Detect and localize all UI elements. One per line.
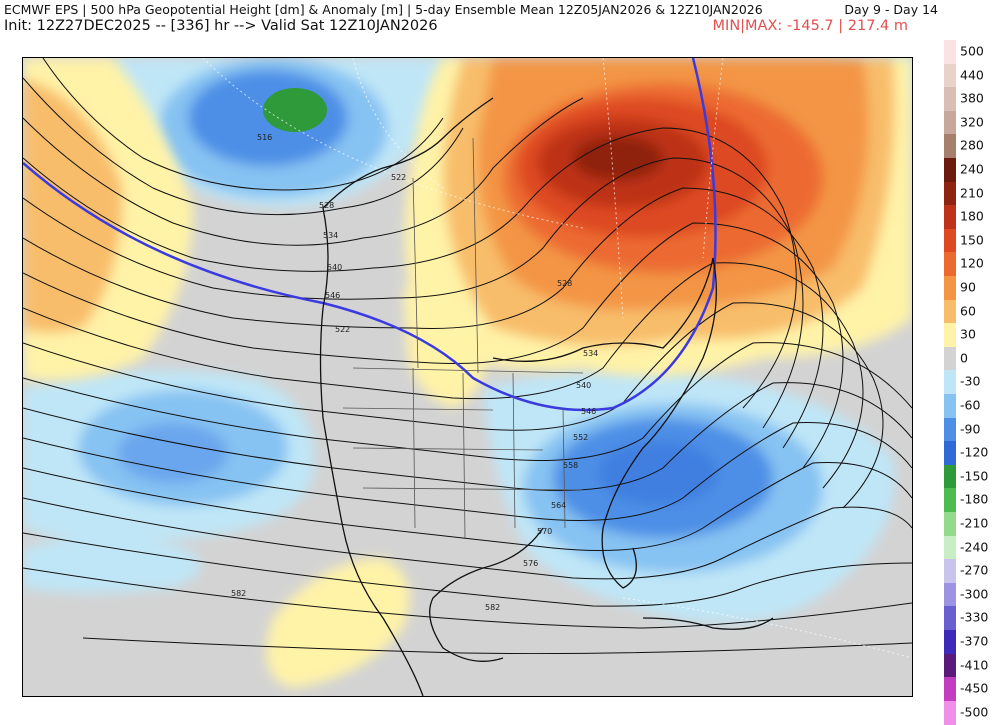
- colorbar-label: -150: [960, 468, 989, 484]
- negative-anomaly-fields: [23, 58, 912, 623]
- contour-label: 570: [537, 527, 552, 536]
- colorbar-label: -30: [960, 373, 981, 389]
- colorbar-swatch: [944, 158, 956, 183]
- colorbar-swatch: [944, 134, 956, 159]
- colorbar-label: 90: [960, 279, 976, 295]
- state-borders: [342, 137, 584, 539]
- map-canvas: 516 522 528 534 540 546 522 528 534 540 …: [23, 58, 912, 696]
- colorbar-label: 440: [960, 67, 984, 83]
- colorbar-swatch: [944, 464, 956, 489]
- colorbar-label: -330: [960, 609, 989, 625]
- strongest-negative-core: [263, 88, 327, 132]
- colorbar-swatch: [944, 205, 956, 230]
- colorbar-label: -450: [960, 680, 989, 696]
- colorbar-swatch: [944, 181, 956, 206]
- colorbar-label: 30: [960, 326, 976, 342]
- anomaly-colorbar: 500 440 380 320 280 240 210 180 150 120 90 60 30 0 -30…: [942, 40, 998, 725]
- colorbar-label: -240: [960, 539, 989, 555]
- colorbar-swatch: [944, 346, 956, 371]
- colorbar-label: 150: [960, 232, 984, 248]
- colorbar-label: -90: [960, 421, 981, 437]
- colorbar-swatch: [944, 63, 956, 88]
- contour-label: 528: [557, 279, 572, 288]
- contour-label: 540: [576, 381, 591, 390]
- contour-label: 546: [325, 291, 340, 300]
- colorbar-swatch: [944, 582, 956, 607]
- colorbar-swatch: [944, 441, 956, 466]
- contour-label: 528: [319, 201, 334, 210]
- contour-label: 552: [573, 433, 588, 442]
- contour-label: 582: [485, 603, 500, 612]
- colorbar-swatch: [944, 677, 956, 702]
- contour-label: 546: [581, 407, 596, 416]
- min-max-readout: MIN|MAX: -145.7 | 217.4 m: [712, 18, 908, 34]
- coastlines: [319, 97, 774, 696]
- colorbar-swatch: [944, 700, 956, 725]
- colorbar-label: 320: [960, 114, 984, 130]
- colorbar-swatch: [944, 512, 956, 537]
- colorbar-swatch: [944, 276, 956, 301]
- colorbar-label: -410: [960, 657, 989, 673]
- colorbar-swatch: [944, 87, 956, 112]
- colorbar-swatch: [944, 110, 956, 135]
- chart-title: ECMWF EPS | 500 hPa Geopotential Height …: [4, 2, 763, 17]
- colorbar-swatch: [944, 488, 956, 513]
- colorbar-swatch: [944, 40, 956, 65]
- day-range-label: Day 9 - Day 14: [844, 2, 938, 17]
- colorbar-label: 240: [960, 161, 984, 177]
- init-valid-line: Init: 12Z27DEC2025 -- [336] hr --> Valid…: [4, 18, 438, 34]
- contour-label: 576: [523, 559, 538, 568]
- colorbar-label: 180: [960, 208, 984, 224]
- colorbar-swatch: [944, 630, 956, 655]
- contour-labels: 516 522 528 534 540 546 522 528 534 540 …: [231, 133, 598, 612]
- colorbar-swatch: [944, 370, 956, 395]
- contour-label: 558: [563, 461, 578, 470]
- colorbar-label: -300: [960, 586, 989, 602]
- colorbar-swatch: [944, 417, 956, 442]
- contour-label: 522: [391, 173, 406, 182]
- colorbar-swatch: [944, 535, 956, 560]
- contour-label: 582: [231, 589, 246, 598]
- colorbar-label: 380: [960, 90, 984, 106]
- contour-label: 540: [327, 263, 342, 272]
- contour-label: 534: [583, 349, 598, 358]
- colorbar-label: -210: [960, 515, 989, 531]
- colorbar-swatch: [944, 299, 956, 324]
- colorbar-label: 280: [960, 137, 984, 153]
- anomaly-map: 516 522 528 534 540 546 522 528 534 540 …: [22, 57, 913, 697]
- colorbar-label: 120: [960, 255, 984, 271]
- colorbar-swatch: [944, 559, 956, 584]
- contour-label: 516: [257, 133, 272, 142]
- colorbar-swatch: [944, 228, 956, 253]
- colorbar-label: 0: [960, 350, 968, 366]
- contour-label: 564: [551, 501, 566, 510]
- colorbar-label: -500: [960, 704, 989, 720]
- colorbar-label: -270: [960, 562, 989, 578]
- colorbar-label: 500: [960, 43, 984, 59]
- colorbar-swatch: [944, 323, 956, 348]
- colorbar-label: -180: [960, 491, 989, 507]
- contour-label: 522: [335, 325, 350, 334]
- colorbar-label: 210: [960, 185, 984, 201]
- colorbar-label: -60: [960, 397, 981, 413]
- height-contours: [23, 58, 912, 655]
- graticule: [202, 58, 912, 659]
- contour-label: 534: [323, 231, 338, 240]
- colorbar-label: -120: [960, 444, 989, 460]
- colorbar-swatch: [944, 606, 956, 631]
- colorbar-label: -370: [960, 633, 989, 649]
- colorbar-swatch: [944, 394, 956, 419]
- colorbar-swatch: [944, 252, 956, 277]
- highlighted-546-contour: [23, 58, 717, 412]
- colorbar-label: 60: [960, 303, 976, 319]
- colorbar-swatch: [944, 653, 956, 678]
